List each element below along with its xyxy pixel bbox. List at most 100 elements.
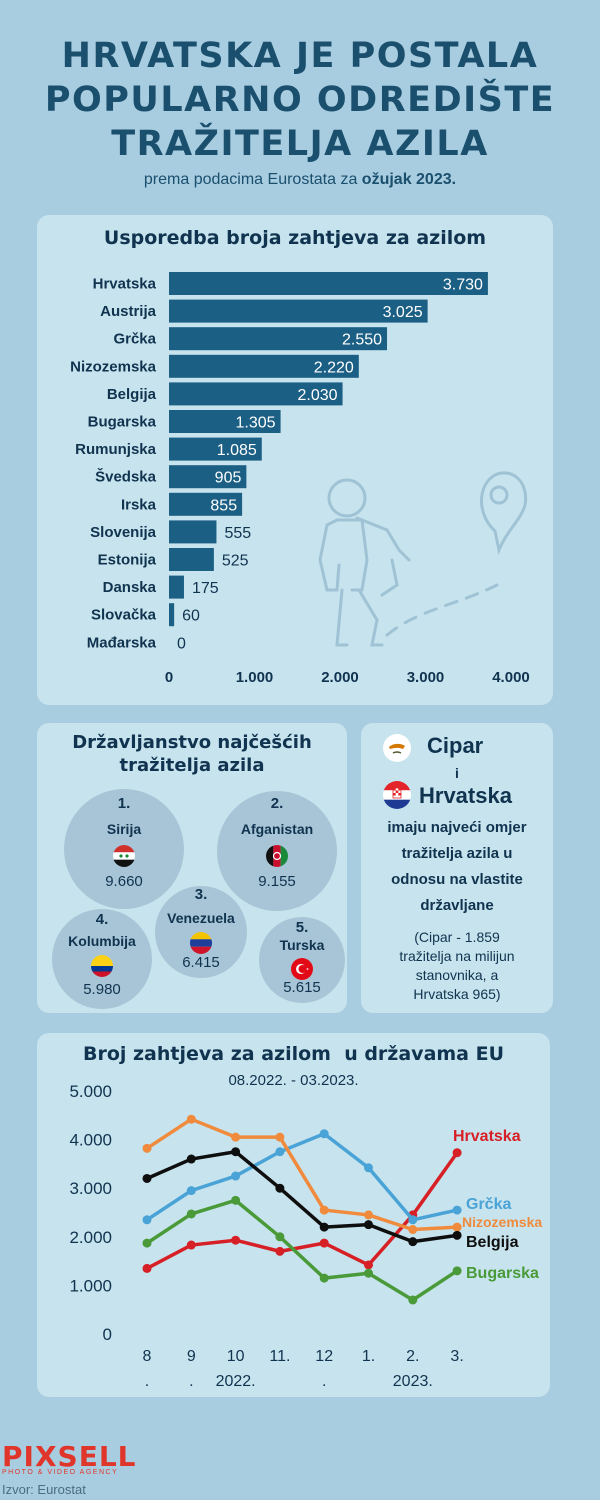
rank-label: 2. — [270, 795, 284, 812]
bar — [169, 520, 217, 544]
rank-label: 4. — [95, 911, 109, 928]
bar-category-label: Mađarska — [87, 634, 157, 651]
bar-category-label: Grčka — [113, 331, 156, 348]
nationality-item-venezuela: 3. Venezuela 6.415 — [155, 886, 247, 978]
bar-value-label: 0 — [177, 635, 186, 652]
syria-flag-icon — [113, 845, 135, 867]
x-tick-label: 0 — [165, 669, 173, 686]
nationality-title-line: tražitelja azila — [119, 755, 265, 776]
subtitle-prefix: prema podacima Eurostata za — [143, 171, 362, 188]
ratio-country2: Hrvatska — [419, 783, 512, 808]
country-name: Venezuela — [167, 910, 235, 926]
page-subtitle: prema podacima Eurostata za ožujak 2023. — [0, 171, 600, 189]
country-name: Kolumbija — [68, 933, 136, 949]
bar — [169, 437, 262, 461]
bar — [169, 382, 343, 406]
title-line: POPULARNO ODREDIŠTE — [44, 80, 556, 120]
afghanistan-flag-icon — [266, 845, 288, 867]
nationality-panel: Državljanstvo najčešćih tražitelja azila… — [37, 723, 347, 1013]
country-value: 5.980 — [83, 981, 121, 998]
bar-category-label: Švedska — [95, 468, 157, 486]
bar-category-label: Slovačka — [91, 607, 157, 624]
ratio-text-line: imaju najveći omjer — [387, 819, 527, 836]
x-tick-label: 3.000 — [407, 669, 445, 686]
bar-category-label: Hrvatska — [93, 276, 157, 293]
bar-value-label: 2.030 — [298, 387, 338, 404]
bar — [169, 272, 488, 295]
line-chart-panel: Broj zahtjeva za azilom u državama EU 08… — [37, 1033, 550, 1397]
bar-value-label: 60 — [182, 608, 200, 625]
country-name: Sirija — [106, 821, 142, 837]
country-value: 5.615 — [283, 979, 321, 996]
bar-value-label: 1.085 — [217, 442, 257, 459]
bar — [169, 410, 281, 433]
title-line: TRAŽITELJA AZILA — [111, 124, 489, 164]
colombia-flag-icon — [91, 955, 113, 977]
x-tick-label: 1.000 — [236, 669, 274, 686]
source-note: Izvor: Eurostat — [2, 1482, 86, 1497]
line-chart-subtitle: 08.2022. - 03.2023. — [228, 1072, 359, 1089]
ratio-note-line: Hrvatska 965) — [413, 986, 501, 1002]
bar-category-label: Danska — [103, 579, 157, 596]
rank-label: 5. — [295, 919, 309, 936]
pixsell-logo: PIXSELL PHOTO & VIDEO AGENCY — [2, 1440, 137, 1476]
ratio-text-line: tražitelja azila u — [401, 845, 513, 862]
x-tick-label: 4.000 — [492, 669, 530, 686]
bar — [169, 603, 175, 627]
ratio-connector: i — [455, 765, 459, 781]
cyprus-flag-icon — [383, 734, 411, 762]
country-value: 9.660 — [105, 873, 143, 890]
bar — [169, 299, 428, 323]
bar-chart-panel: Usporedba broja zahtjeva za azilom Hrvat… — [37, 215, 553, 705]
bar — [169, 548, 214, 571]
line-chart-title: Broj zahtjeva za azilom u državama EU — [82, 1043, 505, 1065]
ratio-note-line: (Cipar - 1.859 — [414, 929, 500, 945]
bar-category-label: Nizozemska — [70, 358, 157, 375]
bar-value-label: 3.025 — [383, 304, 423, 321]
bar-category-label: Irska — [121, 496, 157, 513]
bar-value-label: 525 — [222, 553, 249, 570]
x-tick-label: 2.000 — [321, 669, 359, 686]
ratio-note-line: tražitelja na milijun — [399, 948, 515, 964]
bar-category-label: Estonija — [98, 552, 157, 569]
rank-label: 3. — [194, 886, 208, 903]
venezuela-flag-icon — [190, 932, 212, 954]
nationality-item-turkey: 5. Turska 5.615 — [259, 917, 345, 1003]
page-title: HRVATSKA JE POSTALA POPULARNO ODREDIŠTE … — [0, 34, 600, 166]
traveller-illustration — [318, 471, 528, 647]
bar-category-label: Slovenija — [90, 524, 157, 541]
country-name: Turska — [279, 937, 325, 953]
nationality-item-colombia: 4. Kolumbija 5.980 — [52, 909, 152, 1009]
bar — [169, 354, 359, 378]
bar-value-label: 2.220 — [314, 359, 354, 376]
ratio-country1: Cipar — [427, 733, 484, 758]
bar-value-label: 905 — [215, 470, 242, 487]
bar-value-label: 555 — [224, 525, 251, 542]
ratio-text-line: odnosu na vlastite — [391, 871, 523, 888]
bar — [169, 575, 184, 599]
bar-chart-title: Usporedba broja zahtjeva za azilom — [103, 227, 487, 249]
bar-value-label: 1.305 — [236, 415, 276, 432]
bar — [169, 465, 247, 489]
logo-subtext: PHOTO & VIDEO AGENCY — [2, 1469, 119, 1476]
country-value: 6.415 — [182, 954, 220, 971]
country-value: 9.155 — [258, 873, 296, 890]
turkey-flag-icon — [291, 958, 313, 980]
ratio-note-line: stanovnika, a — [415, 967, 499, 983]
nationality-title: Državljanstvo najčešćih tražitelja azila — [37, 731, 347, 777]
bar-value-label: 2.550 — [342, 332, 382, 349]
bar-value-label: 3.730 — [443, 277, 483, 294]
bar-value-label: 175 — [192, 580, 219, 597]
bar-chart: Hrvatska 3.730 Austrija 3.025 Grčka 2.550 Nizo… — [70, 272, 530, 686]
bar — [169, 327, 388, 351]
bar-category-label: Austrija — [100, 303, 157, 320]
rank-label: 1. — [117, 795, 131, 812]
title-line: HRVATSKA JE POSTALA — [61, 36, 539, 76]
bar-category-label: Rumunjska — [75, 441, 157, 458]
nationality-title-line: Državljanstvo najčešćih — [72, 732, 312, 753]
bar-value-label: 855 — [210, 497, 237, 514]
ratio-text-line: državljane — [420, 897, 494, 914]
ratio-panel: Cipar i Hrvatska imaju najveći omjer tra… — [361, 723, 553, 1013]
nationality-item-afghanistan: 2. Afganistan 9.155 — [217, 791, 337, 911]
nationality-item-syria: 1. Sirija 9.660 — [64, 789, 184, 909]
